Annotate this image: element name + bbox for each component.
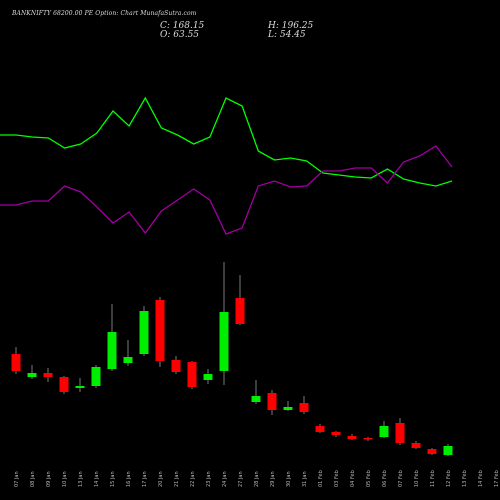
candle [27, 365, 37, 379]
indicator-line-purple [0, 145, 453, 235]
candle [139, 306, 149, 356]
candle [187, 361, 197, 389]
candle-body [283, 407, 293, 410]
x-tick-label: 20 Jan [158, 471, 164, 487]
candle-body [299, 403, 309, 412]
x-tick-label: 17 Feb [494, 470, 500, 487]
candle [395, 418, 405, 445]
chart-title: BANKNIFTY 68200.00 PE Option: Chart Muna… [12, 10, 197, 17]
candle-body [123, 357, 133, 363]
low-value: L: 54.45 [268, 30, 306, 40]
x-tick-label: 31 Jan [302, 471, 308, 487]
candle-body [235, 298, 245, 324]
x-tick-label: 16 Jan [126, 471, 132, 487]
x-tick-label: 17 Jan [142, 471, 148, 487]
x-tick-label: 10 Jan [62, 471, 68, 487]
x-tick-label: 07 Feb [398, 470, 404, 487]
x-tick-label: 22 Jan [190, 471, 196, 487]
candle [235, 275, 245, 325]
candle-body [139, 311, 149, 354]
candle-body [155, 300, 165, 361]
candle [347, 434, 357, 440]
open-value: O: 63.55 [160, 30, 200, 40]
candle-body [187, 362, 197, 387]
candle [427, 448, 437, 455]
candle [315, 424, 325, 433]
x-tick-label: 27 Jan [238, 471, 244, 487]
x-tick-label: 29 Jan [270, 471, 276, 487]
x-tick-label: 08 Jan [30, 471, 36, 487]
candle [443, 444, 453, 456]
x-tick-label: 03 Feb [334, 470, 340, 487]
x-tick-label: 09 Jan [46, 471, 52, 487]
candle-body [203, 374, 213, 380]
x-tick-label: 04 Feb [350, 470, 356, 487]
candle [267, 390, 277, 415]
indicator-line-green [0, 96, 453, 187]
candle-body [267, 393, 277, 410]
candles [11, 262, 453, 456]
x-tick-label: 10 Feb [414, 470, 420, 487]
candle-body [75, 386, 85, 388]
x-tick-label: 28 Jan [254, 471, 260, 487]
candle-body [107, 332, 117, 369]
candle-body [251, 396, 261, 402]
x-tick-label: 15 Jan [110, 471, 116, 487]
candle [59, 376, 69, 394]
x-tick-label: 13 Jan [78, 471, 84, 487]
candle [251, 380, 261, 404]
x-tick-label: 11 Feb [430, 470, 436, 487]
candle [363, 437, 373, 441]
x-tick-label: 05 Feb [366, 470, 372, 487]
candle [219, 262, 229, 385]
x-tick-label: 21 Jan [174, 471, 180, 487]
x-axis-ticks: 07 Jan 08 Jan 09 Jan 10 Jan 13 Jan 14 Jan 15 J… [14, 470, 500, 487]
candle [107, 304, 117, 371]
candle-body [11, 354, 21, 371]
x-tick-label: 23 Jan [206, 471, 212, 487]
candle-body [363, 438, 373, 440]
candle-body [395, 423, 405, 443]
x-tick-label: 12 Feb [446, 470, 452, 487]
candle-body [427, 449, 437, 454]
candle [203, 369, 213, 384]
indicator-lines [0, 96, 453, 235]
candle [331, 431, 341, 437]
x-tick-label: 30 Jan [286, 471, 292, 487]
high-value: H: 196.25 [268, 21, 314, 31]
candle-body [43, 373, 53, 377]
candle [155, 297, 165, 367]
candle [171, 356, 181, 374]
candle [75, 378, 85, 392]
x-tick-label: 13 Feb [462, 470, 468, 487]
candle-body [347, 436, 357, 439]
candle [283, 401, 293, 411]
candle [411, 441, 421, 449]
candle [11, 347, 21, 374]
x-tick-label: 07 Jan [14, 471, 20, 487]
x-tick-label: 14 Feb [478, 470, 484, 487]
x-tick-label: 06 Feb [382, 470, 388, 487]
candle [123, 340, 133, 366]
candle [379, 421, 389, 438]
x-tick-label: 01 Feb [318, 470, 324, 487]
candle [43, 368, 53, 382]
x-tick-label: 14 Jan [94, 471, 100, 487]
candle [91, 365, 101, 388]
close-value: C: 168.15 [160, 21, 205, 31]
candle-body [315, 426, 325, 432]
candle-body [331, 432, 341, 435]
candle-body [411, 443, 421, 448]
candle-body [27, 373, 37, 377]
candle [299, 396, 309, 414]
candle-body [219, 312, 229, 371]
candle-body [379, 426, 389, 437]
candle-body [171, 360, 181, 372]
candle-body [443, 446, 453, 455]
candle-body [91, 367, 101, 386]
candle-body [59, 377, 69, 392]
x-tick-label: 24 Jan [222, 471, 228, 487]
